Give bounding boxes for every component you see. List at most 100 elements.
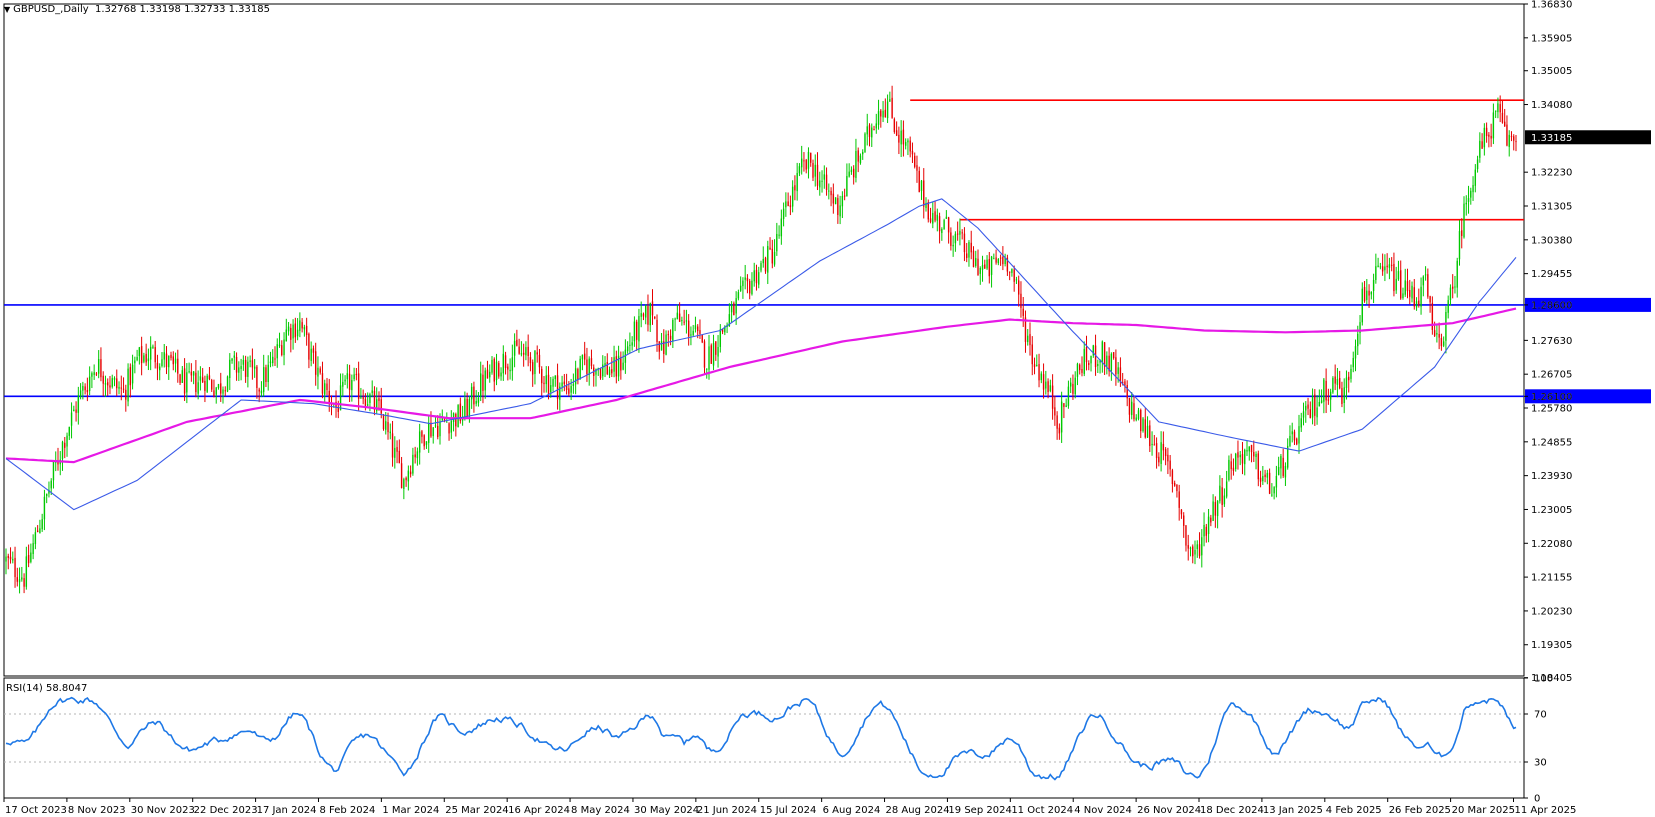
candle-body (1298, 426, 1300, 444)
candle-body (855, 151, 857, 178)
candle-body (1124, 381, 1126, 386)
candle-body (1237, 452, 1239, 458)
candle-body (975, 258, 977, 266)
candle-body (477, 397, 480, 403)
candle-body (690, 334, 692, 336)
collapse-triangle-icon[interactable]: ▼ (4, 5, 11, 14)
candle-body (617, 355, 620, 377)
chart-frames (3, 3, 1525, 799)
candle-body (604, 363, 606, 367)
candle-body (862, 151, 864, 155)
candle-body (253, 366, 256, 369)
price-tick-label: 1.26100 (1531, 392, 1572, 403)
candle-body (547, 374, 550, 394)
candle-body (1436, 333, 1438, 335)
candle-body (509, 369, 511, 372)
candle-body (23, 578, 25, 587)
candle-body (828, 190, 830, 192)
candle-body (588, 358, 590, 375)
date-tick-label: 15 Jul 2024 (760, 805, 817, 816)
date-tick-label: 17 Oct 2023 (5, 805, 67, 816)
candle-body (1341, 388, 1343, 404)
candle-body (156, 362, 159, 369)
candles (5, 85, 1517, 594)
candle-body (819, 180, 821, 188)
candle-body (950, 232, 952, 246)
candle-body (572, 384, 575, 386)
price-tick-label: 1.21155 (1531, 573, 1572, 584)
price-tick-label: 1.24855 (1531, 437, 1572, 448)
candle-body (1225, 481, 1228, 497)
candle-body (1470, 190, 1472, 198)
candle-body (206, 375, 208, 392)
candle-body (613, 357, 615, 372)
price-tick-label: 1.35005 (1531, 66, 1572, 77)
candle-body (923, 180, 925, 207)
candle-body (685, 320, 688, 322)
candle-body (1058, 427, 1061, 434)
candle-body (1183, 515, 1185, 526)
candle-body (1289, 435, 1291, 447)
candle-body (1404, 280, 1406, 295)
candle-body (52, 461, 55, 481)
candle-body (986, 259, 988, 269)
candle-body (491, 359, 493, 373)
candle-body (1368, 290, 1370, 296)
candle-body (249, 360, 251, 362)
candle-body (1189, 547, 1192, 549)
candle-body (1196, 544, 1198, 550)
candle-body (884, 109, 887, 118)
candle-body (27, 555, 30, 564)
candle-body (1169, 460, 1171, 470)
candle-body (1045, 381, 1047, 389)
candle-body (538, 354, 541, 368)
candle-body (595, 368, 597, 375)
candle-body (678, 313, 681, 322)
ohlc-values: 1.32768 1.33198 1.32733 1.33185 (95, 4, 270, 15)
candle-body (769, 247, 771, 250)
candle-body (1128, 397, 1131, 415)
candle-body (127, 368, 129, 402)
candle-body (1411, 285, 1413, 299)
candle-body (215, 387, 217, 395)
candle-body (299, 320, 301, 331)
candle-body (832, 193, 835, 204)
candle-body (972, 250, 975, 267)
candle-body (73, 409, 75, 412)
candle-body (233, 355, 236, 358)
candle-body (1099, 360, 1101, 363)
candle-body (177, 358, 179, 374)
candle-body (179, 374, 181, 383)
candle-body (1445, 311, 1447, 341)
candle-body (1286, 445, 1289, 468)
rsi-header: RSI(14) 58.8047 (6, 683, 87, 694)
candle-body (14, 557, 16, 578)
candle-body (339, 385, 342, 411)
candle-body (1494, 110, 1497, 112)
candle-body (520, 353, 523, 355)
candle-body (387, 422, 389, 433)
date-tick-label: 26 Feb 2025 (1389, 805, 1451, 816)
candle-body (1442, 341, 1445, 346)
candle-body (1164, 449, 1167, 457)
date-tick-label: 11 Apr 2025 (1514, 805, 1576, 816)
candle-body (1316, 407, 1318, 418)
candle-body (1042, 374, 1045, 390)
candle-body (1433, 330, 1436, 336)
date-tick-label: 17 Jan 2024 (257, 805, 317, 816)
price-tick-label: 1.19305 (1531, 640, 1572, 651)
candle-body (1017, 280, 1020, 295)
candle-body (172, 356, 174, 365)
candle-body (113, 377, 116, 380)
candle-body (1022, 308, 1024, 316)
candle-body (816, 164, 819, 186)
candle-body (934, 211, 936, 221)
candle-body (258, 389, 260, 392)
candle-body (771, 248, 774, 264)
candle-body (1223, 495, 1226, 505)
horizontal-levels[interactable]: 1.28600 1.26100 1.33185 (4, 99, 1651, 404)
candle-body (886, 101, 889, 119)
candle-body (1049, 385, 1052, 391)
candle-body (260, 390, 263, 394)
